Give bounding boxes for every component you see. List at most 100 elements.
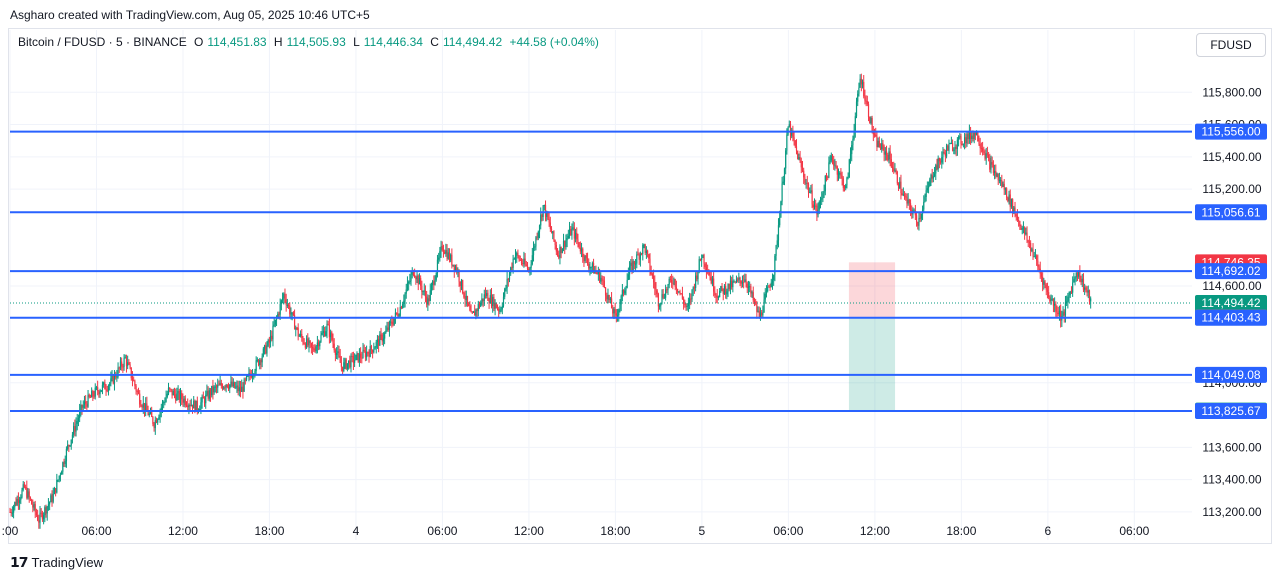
candle-body — [869, 116, 871, 124]
candle-body — [1050, 299, 1052, 302]
candle-body — [322, 331, 324, 333]
candle-body — [63, 462, 65, 464]
candle-body — [243, 379, 245, 392]
candle-body — [452, 264, 454, 266]
candle-body — [352, 356, 355, 363]
candle-body — [883, 146, 885, 155]
candle-body — [923, 201, 925, 210]
candle-body — [11, 512, 14, 514]
candle-body — [178, 390, 180, 400]
candle-body — [155, 420, 158, 423]
candle-body — [169, 387, 171, 389]
candle-body — [316, 342, 318, 347]
candle-body — [396, 312, 398, 314]
candle-body — [436, 259, 439, 273]
candle-body — [345, 359, 347, 369]
candle-body — [259, 359, 261, 366]
candle-body — [771, 280, 774, 283]
candle-body — [147, 410, 149, 416]
candle-body — [382, 338, 385, 342]
candle-body — [762, 312, 764, 316]
candle-body — [738, 277, 740, 280]
candle-body — [511, 267, 513, 269]
candle-body — [159, 410, 161, 417]
candle-body — [328, 325, 330, 338]
candle-body — [983, 151, 985, 153]
candle-body — [596, 272, 598, 275]
candle-body — [206, 391, 208, 395]
candle-body — [97, 387, 99, 392]
candle-body — [304, 343, 306, 348]
price-label-box — [1195, 402, 1267, 419]
candle-body — [998, 180, 1001, 182]
candle-body — [422, 291, 424, 293]
candle-body — [392, 324, 394, 326]
candle-body — [459, 281, 461, 287]
candle-body — [953, 149, 955, 151]
candle-body — [821, 198, 823, 200]
candle-body — [73, 426, 75, 435]
symbol-name[interactable]: Bitcoin / FDUSD · 5 · BINANCE — [18, 35, 187, 49]
candle-body — [423, 290, 425, 292]
candle-body — [806, 182, 808, 184]
candle-body — [801, 167, 804, 171]
candle-body — [405, 289, 407, 294]
candle-body — [948, 144, 950, 151]
currency-button[interactable]: FDUSD — [1196, 33, 1266, 57]
candle-body — [439, 250, 441, 258]
candle-body — [454, 267, 457, 271]
candle-body — [758, 310, 760, 319]
candle-body — [118, 367, 120, 369]
candle-body — [220, 382, 222, 386]
candle-body — [500, 309, 502, 311]
candle-body — [209, 390, 212, 396]
candle-body — [985, 153, 987, 159]
candle-body — [725, 286, 727, 295]
candle-body — [190, 404, 192, 406]
candle-body — [746, 283, 748, 288]
candle-body — [674, 279, 676, 287]
candle-body — [297, 327, 299, 337]
candle-body — [925, 190, 927, 197]
candle-body — [464, 297, 466, 300]
candle-body — [384, 333, 386, 339]
candle-body — [251, 375, 254, 378]
candle-body — [1052, 298, 1055, 306]
candle-body — [847, 176, 849, 178]
candle-body — [897, 183, 900, 189]
candle-body — [756, 303, 758, 312]
candle-body — [669, 278, 672, 280]
candle-body — [966, 134, 968, 144]
candle-body — [171, 389, 173, 396]
candle-body — [837, 174, 840, 176]
candle-body — [37, 515, 39, 521]
candle-body — [456, 267, 458, 273]
candle-body — [1087, 290, 1089, 293]
candle-body — [50, 495, 52, 503]
candle-body — [680, 293, 682, 295]
candle-body — [442, 249, 445, 252]
open-label: O — [194, 35, 204, 49]
candle-body — [544, 205, 547, 217]
candle-body — [40, 512, 42, 514]
candle-body — [214, 386, 216, 388]
candle-body — [631, 262, 633, 271]
candle-body — [492, 297, 494, 306]
candle-body — [875, 134, 877, 137]
candle-body — [741, 281, 744, 284]
candle-body — [201, 396, 203, 403]
candle-body — [526, 265, 529, 269]
candle-body — [9, 511, 11, 513]
candle-body — [519, 259, 521, 261]
candle-body — [477, 304, 479, 312]
candle-body — [468, 303, 470, 306]
candle-body — [696, 275, 698, 280]
candle-body — [1085, 287, 1087, 290]
candle-body — [307, 338, 309, 346]
y-tick-label: 113,400.00 — [1202, 473, 1261, 487]
candle-body — [313, 348, 315, 351]
chart-panel[interactable] — [8, 28, 1272, 544]
candle-body — [1051, 298, 1053, 300]
candle-body — [859, 78, 861, 88]
